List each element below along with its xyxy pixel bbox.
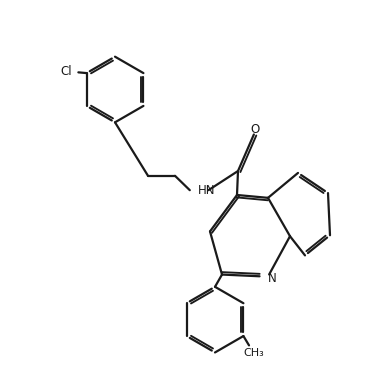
Text: CH₃: CH₃ (244, 348, 264, 358)
Text: HN: HN (198, 184, 216, 197)
Text: Cl: Cl (61, 65, 72, 78)
Text: O: O (250, 123, 260, 136)
Text: N: N (268, 272, 276, 285)
